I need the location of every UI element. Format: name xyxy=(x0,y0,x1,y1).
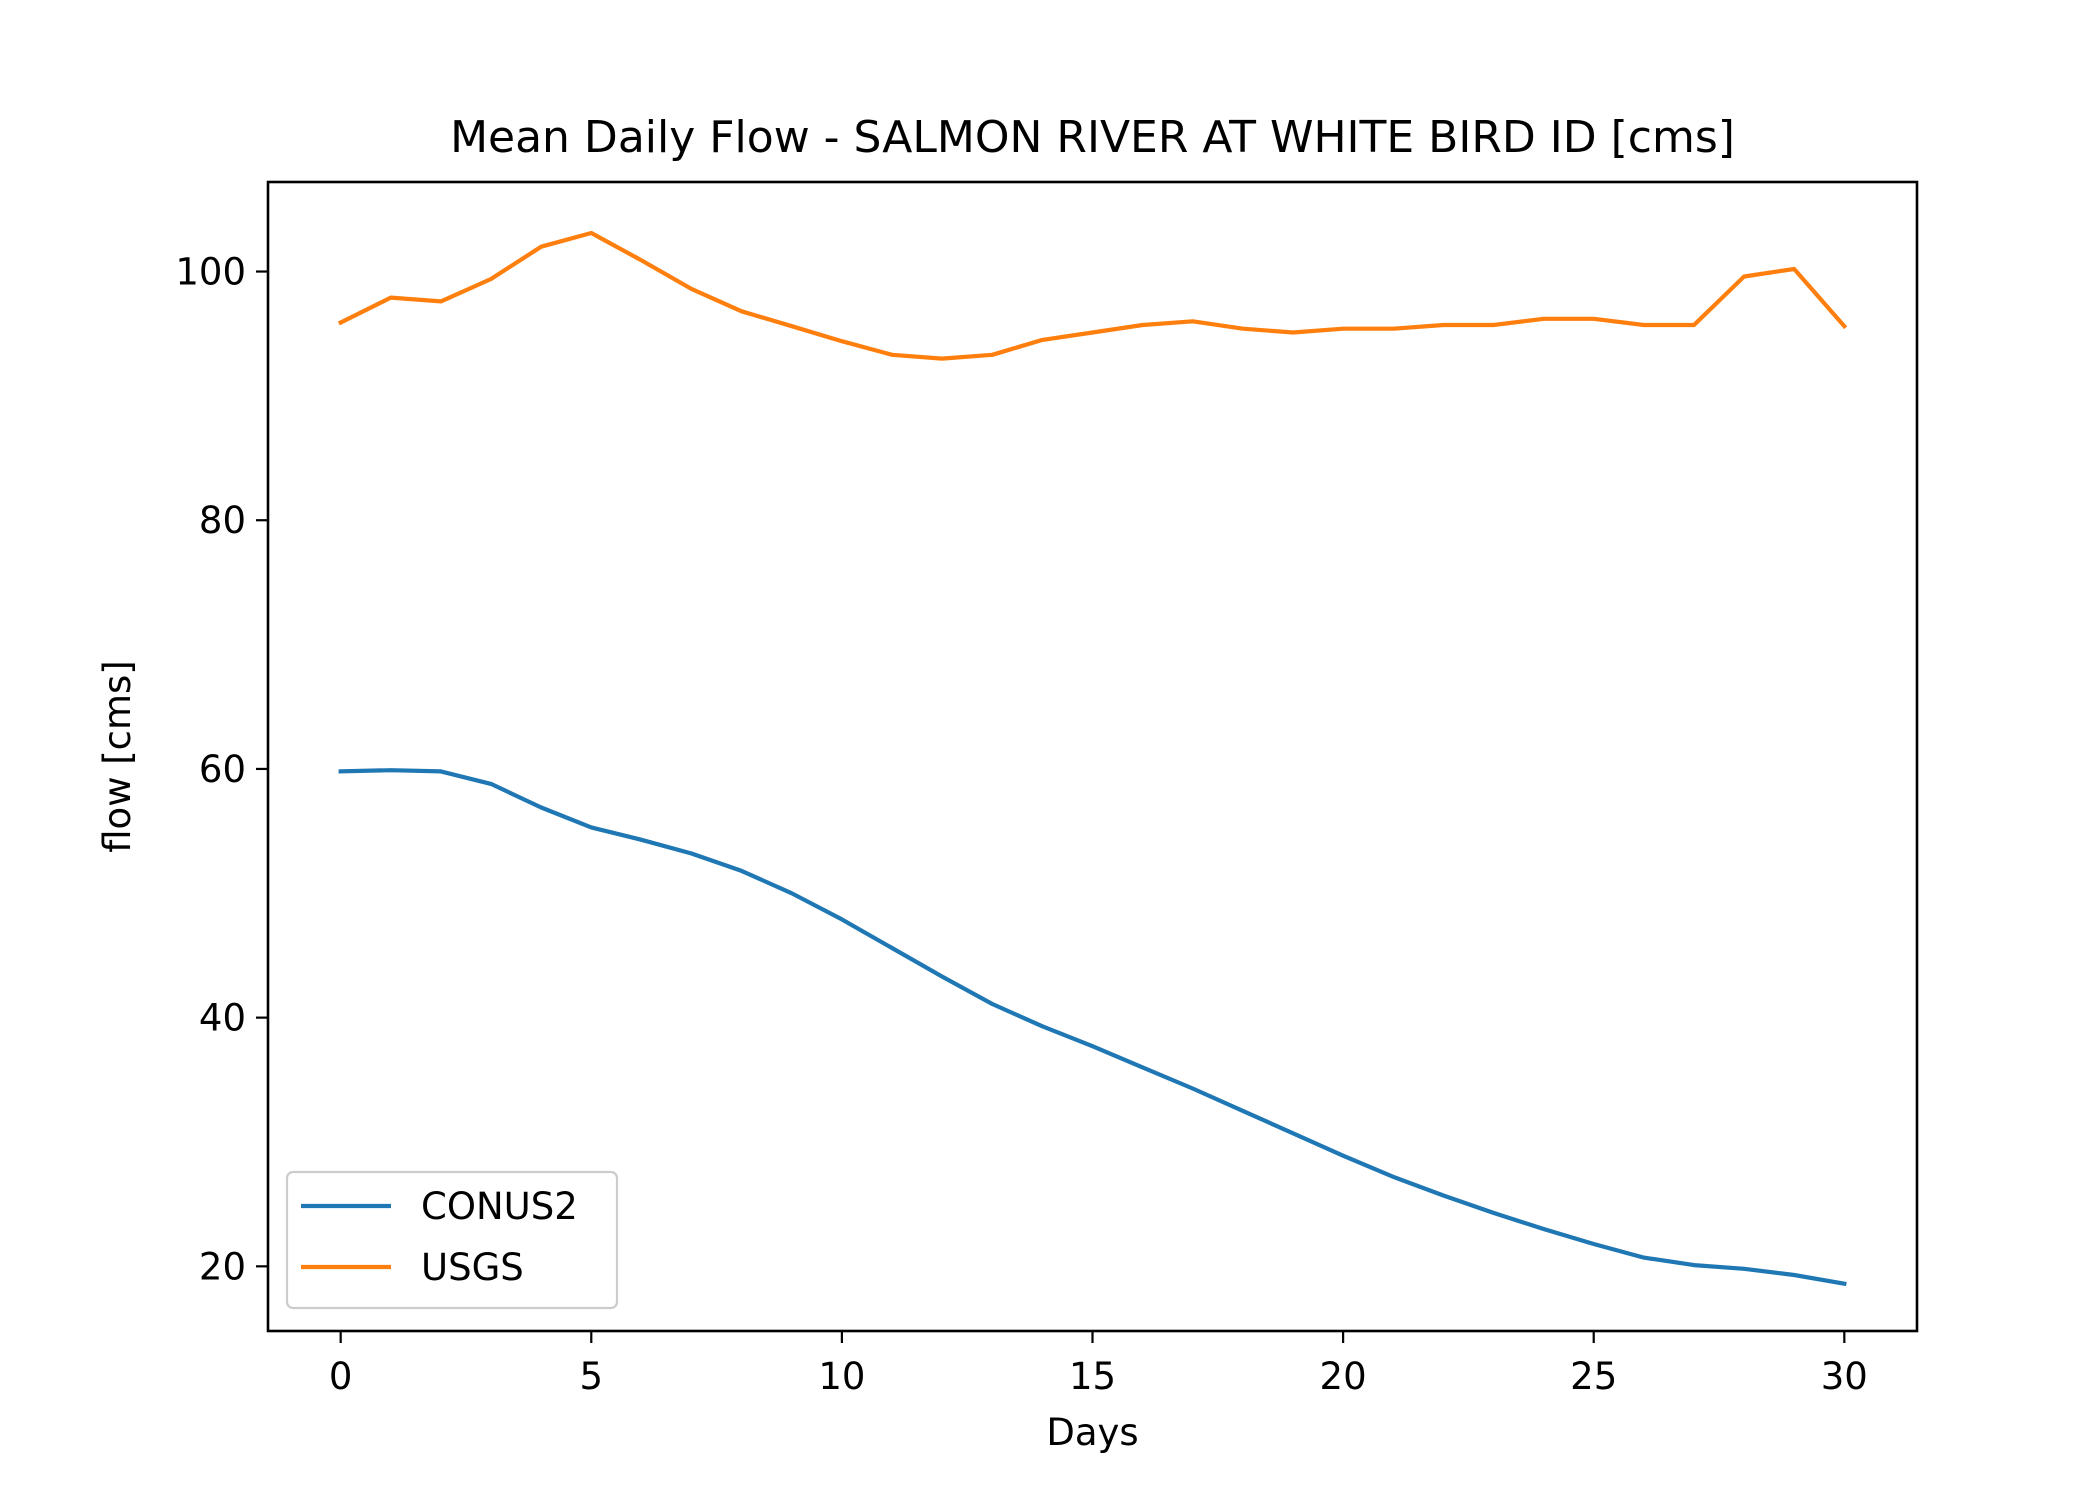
y-tick-label: 80 xyxy=(199,499,246,542)
axes-frame xyxy=(266,180,1919,1333)
series-line-conus2 xyxy=(338,768,1847,1287)
axis-ticks: 0 5 10 15 20 25 30 20 40 60 80 100 xyxy=(175,251,1867,1398)
y-axis-label: flow [cms] xyxy=(96,660,139,853)
legend-label: USGS xyxy=(421,1246,524,1289)
chart-title: Mean Daily Flow - SALMON RIVER AT WHITE … xyxy=(450,112,1735,163)
y-tick-label: 40 xyxy=(199,997,246,1040)
series-line-usgs xyxy=(337,230,1848,361)
y-tick-label: 20 xyxy=(199,1245,246,1288)
x-tick-label: 30 xyxy=(1821,1355,1868,1398)
y-tick-label: 100 xyxy=(175,251,246,294)
y-tick-label: 60 xyxy=(199,748,246,791)
plot-background xyxy=(268,182,1917,1331)
series-lines xyxy=(337,230,1848,1287)
legend-label: CONUS2 xyxy=(421,1185,578,1228)
x-tick-label: 20 xyxy=(1320,1355,1367,1398)
x-tick-label: 0 xyxy=(329,1355,353,1398)
x-tick-label: 10 xyxy=(818,1355,865,1398)
x-tick-label: 15 xyxy=(1069,1355,1116,1398)
x-axis-label: Days xyxy=(1046,1411,1138,1454)
legend: CONUS2 USGS xyxy=(285,1170,619,1310)
x-tick-label: 5 xyxy=(580,1355,604,1398)
plot-area xyxy=(268,182,1917,1331)
x-tick-label: 25 xyxy=(1570,1355,1617,1398)
